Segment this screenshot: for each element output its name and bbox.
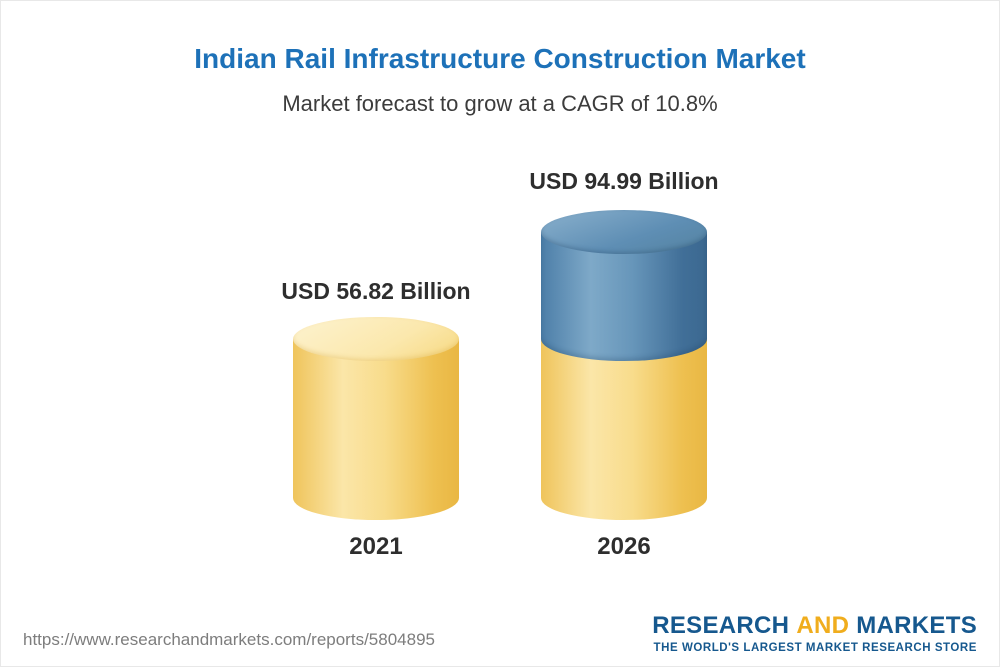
logo-word-research: RESEARCH <box>652 611 790 639</box>
researchandmarkets-logo: RESEARCH AND MARKETS THE WORLD'S LARGEST M… <box>652 611 977 654</box>
bar-2021-cylinder <box>293 317 459 520</box>
logo-wordmark: RESEARCH AND MARKETS <box>652 611 977 639</box>
logo-word-markets: MARKETS <box>856 611 977 639</box>
bar-2026-base-segment <box>541 339 707 520</box>
footer: https://www.researchandmarkets.com/repor… <box>1 611 999 654</box>
value-label-2026: USD 94.99 Billion <box>529 168 719 194</box>
bar-2021-body <box>293 339 459 520</box>
logo-tagline: THE WORLD'S LARGEST MARKET RESEARCH STOR… <box>653 642 977 654</box>
logo-word-and: AND <box>796 611 850 639</box>
category-label-2021: 2021 <box>349 533 403 560</box>
bar-2026-base-body <box>541 339 707 520</box>
page-title: Indian Rail Infrastructure Construction … <box>194 43 806 74</box>
category-label-2026: 2026 <box>597 533 651 560</box>
value-label-2021: USD 56.82 Billion <box>281 278 471 304</box>
bar-2026-top-face <box>541 210 707 255</box>
bar-2026-growth-segment <box>541 210 707 361</box>
bar-2021-top-face <box>293 317 459 361</box>
page-subtitle: Market forecast to grow at a CAGR of 10.… <box>282 91 718 116</box>
report-url-link[interactable]: https://www.researchandmarkets.com/repor… <box>23 630 435 649</box>
